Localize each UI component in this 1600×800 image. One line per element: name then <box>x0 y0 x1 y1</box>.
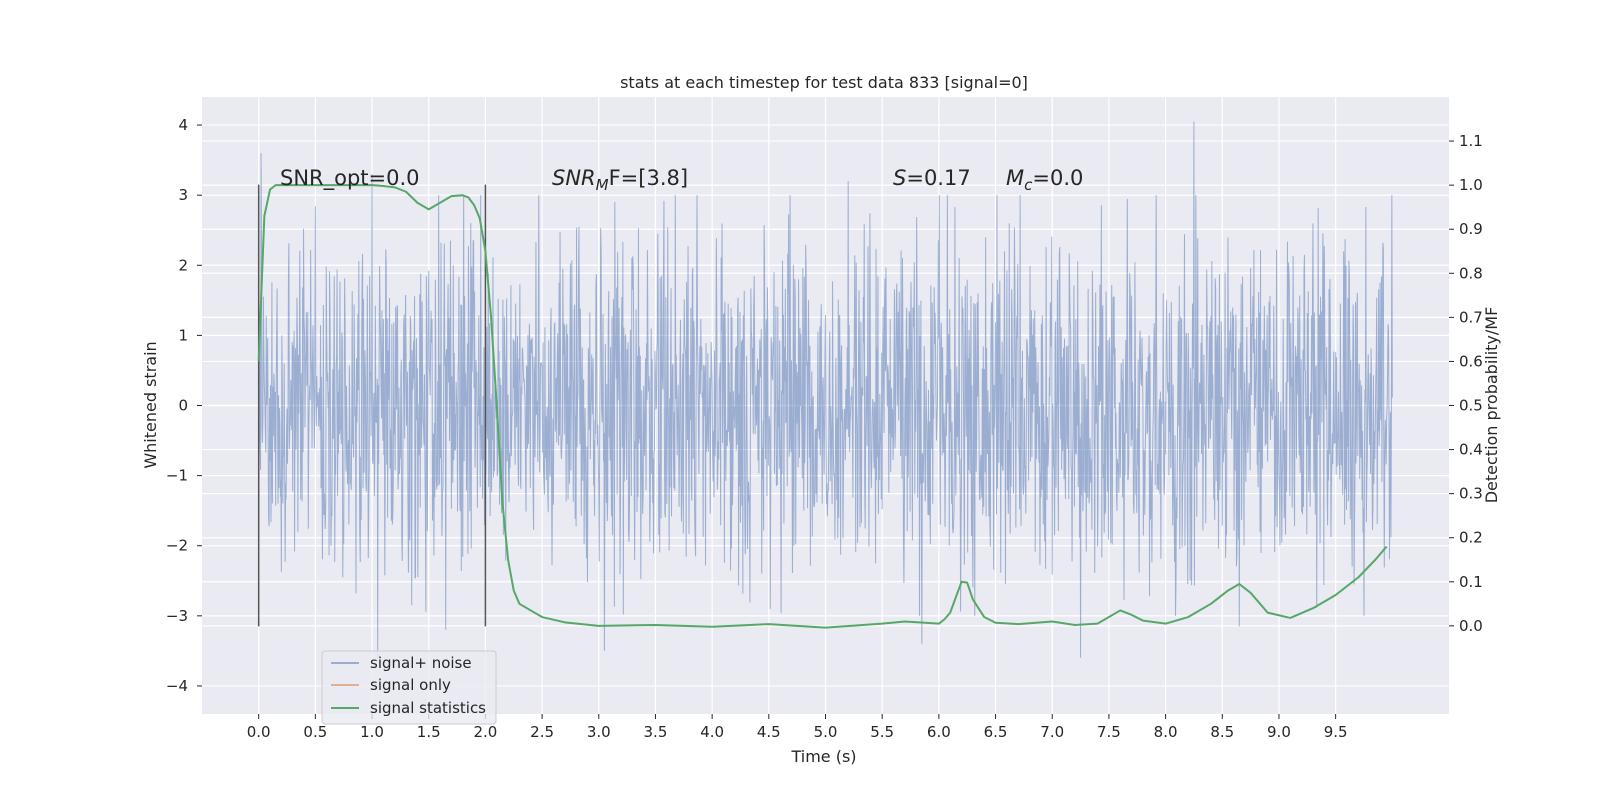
series-line-signal-statistics <box>257 184 1388 629</box>
x-tick-label: 3.5 <box>644 723 668 741</box>
x-tick-label: 6.0 <box>927 723 951 741</box>
y-tick-label-right: 0.0 <box>1459 617 1483 635</box>
x-axis-label: Time (s) <box>790 747 856 766</box>
y-tick-label-right: 0.3 <box>1459 485 1483 503</box>
legend-label-noise: signal+ noise <box>370 654 472 672</box>
y-tick-label-right: 0.8 <box>1459 264 1483 282</box>
x-tick-label: 7.5 <box>1097 723 1121 741</box>
x-tick-label: 5.5 <box>870 723 894 741</box>
y-tick-label-right: 0.5 <box>1459 397 1483 415</box>
annotation-mc: Mc=0.0 <box>1006 166 1083 194</box>
annotation-snr-mf-sub: M <box>596 176 609 194</box>
annotation-mc-prefix: M <box>1006 166 1024 190</box>
y-tick-label-left: 0 <box>178 397 188 415</box>
y-tick-label-right: 0.2 <box>1459 529 1483 547</box>
x-tick-label: 0.5 <box>303 723 327 741</box>
annotation-snr-mf-suffix: F=[3.8] <box>609 166 688 190</box>
axis-ticks: 0.0 0.5 1.0 1.5 2.0 2.5 3.0 3.5 4.0 4.5 5.0 5.5 6.0 6… <box>166 116 1483 741</box>
x-tick-label: 8.5 <box>1210 723 1234 741</box>
x-tick-label: 1.0 <box>360 723 384 741</box>
x-tick-label: 9.0 <box>1267 723 1291 741</box>
x-tick-label: 1.5 <box>417 723 441 741</box>
annotation-snr-mf-prefix: SNR <box>552 166 596 190</box>
x-tick-label: 9.5 <box>1324 723 1348 741</box>
annotation-s-value: =0.17 <box>906 166 970 190</box>
y-tick-label-left: −4 <box>166 677 188 695</box>
x-tick-label: 8.0 <box>1154 723 1178 741</box>
x-tick-label: 7.0 <box>1040 723 1064 741</box>
annotation-snr-opt: SNR_opt=0.0 <box>280 166 420 191</box>
x-tick-label: 5.0 <box>814 723 838 741</box>
y-tick-label-left: 4 <box>178 116 188 134</box>
x-tick-label: 4.0 <box>700 723 724 741</box>
y-tick-label-right: 0.9 <box>1459 220 1483 238</box>
legend-box <box>321 650 497 725</box>
y-tick-label-right: 1.0 <box>1459 176 1483 194</box>
y-tick-label-left: −3 <box>166 607 188 625</box>
annotation-s: S=0.17 <box>893 166 971 190</box>
annotation-mc-value: =0.0 <box>1032 166 1083 190</box>
y-tick-label-right: 0.7 <box>1459 308 1483 326</box>
y-tick-label-right: 0.4 <box>1459 441 1483 459</box>
x-tick-label: 2.5 <box>530 723 554 741</box>
y-tick-label-right: 1.1 <box>1459 132 1483 150</box>
y-tick-label-left: 3 <box>178 186 188 204</box>
annotation-s-prefix: S <box>893 166 906 190</box>
x-tick-label: 2.0 <box>473 723 497 741</box>
x-tick-label: 3.0 <box>587 723 611 741</box>
y-tick-label-left: 2 <box>178 256 188 274</box>
legend: signal+ noise signal only signal statist… <box>321 650 497 725</box>
y-axis-label-right: Detection probability/MF <box>1482 307 1501 504</box>
y-tick-label-left: 1 <box>178 326 188 344</box>
y-axis-label-left-text: Whitened strain <box>141 341 160 468</box>
x-tick-label: 0.0 <box>247 723 271 741</box>
series-line-signal-noise <box>258 121 1393 658</box>
legend-label-signal: signal only <box>370 676 451 694</box>
y-tick-label-left: −2 <box>166 537 188 555</box>
annotation-mc-sub: c <box>1024 176 1033 194</box>
chart-title: stats at each timestep for test data 833… <box>620 73 1028 92</box>
x-tick-label: 6.5 <box>984 723 1008 741</box>
y-tick-label-left: −1 <box>166 467 188 485</box>
y-tick-label-right: 0.1 <box>1459 573 1483 591</box>
legend-label-statistics: signal statistics <box>370 699 486 717</box>
statistics-series <box>257 184 1388 629</box>
noise-series <box>258 121 1393 658</box>
y-tick-label-right: 0.6 <box>1459 352 1483 370</box>
x-tick-label: 4.5 <box>757 723 781 741</box>
annotation-snr-mf: SNRMF=[3.8] <box>552 166 688 194</box>
